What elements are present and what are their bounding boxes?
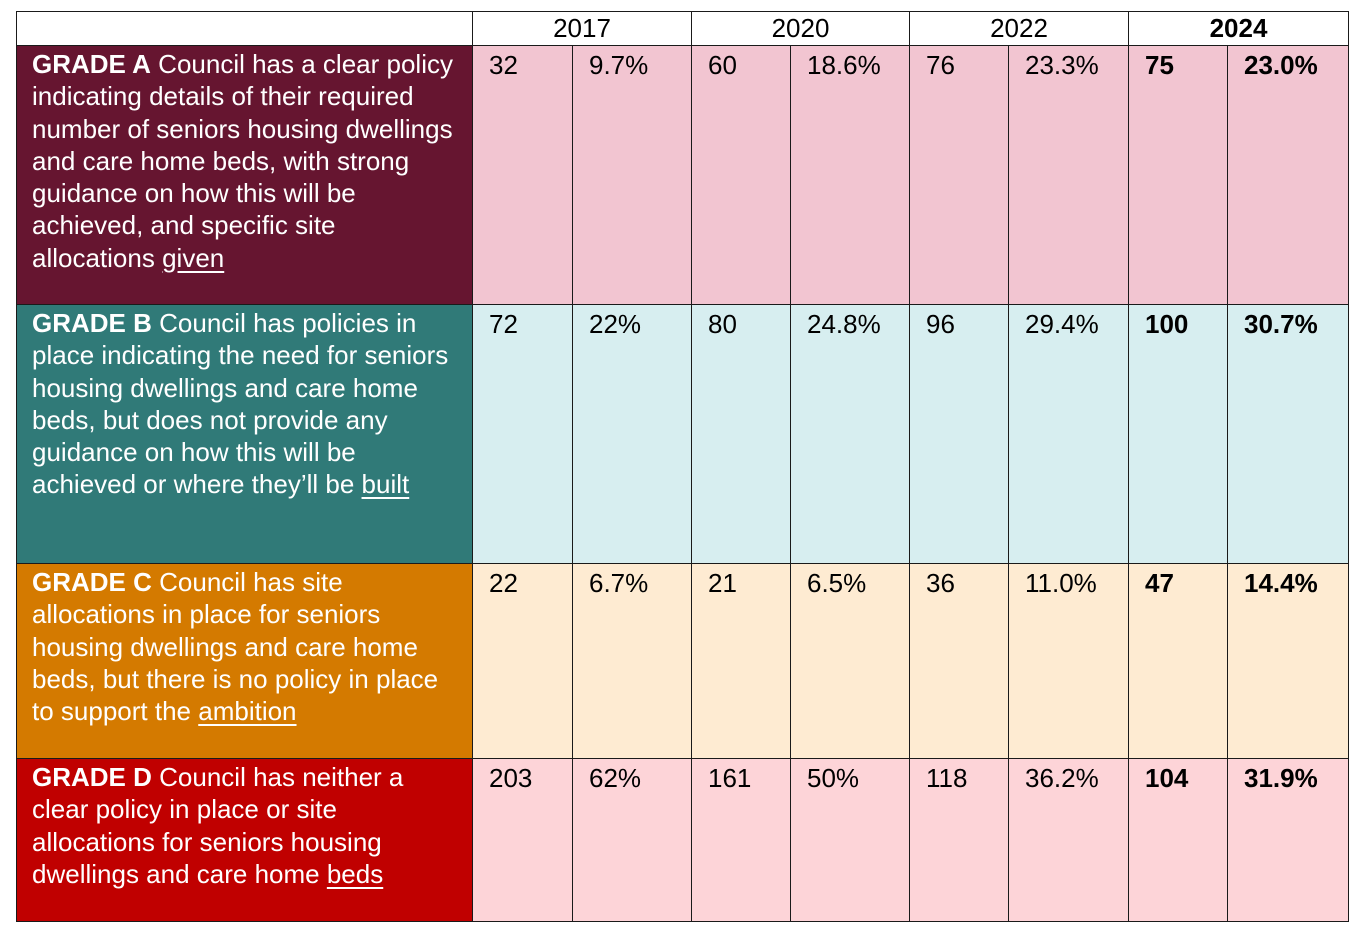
count-cell: 76 <box>909 45 1009 305</box>
year-header: 2024 <box>1128 11 1349 46</box>
count-cell: 32 <box>472 45 573 305</box>
count-cell: 203 <box>472 758 573 922</box>
percent-cell: 9.7% <box>572 45 692 305</box>
year-header: 2022 <box>909 11 1129 46</box>
count-cell: 104 <box>1128 758 1228 922</box>
grade-description-end: given <box>162 242 225 273</box>
grade-title: GRADE C <box>32 567 152 597</box>
percent-cell: 22% <box>572 304 692 564</box>
count-cell: 100 <box>1128 304 1228 564</box>
grade-description-cell: GRADE D Council has neither a clear poli… <box>16 758 473 922</box>
header-corner <box>16 11 473 46</box>
grade-description-cell: GRADE A Council has a clear policy indic… <box>16 45 473 305</box>
count-cell: 72 <box>472 304 573 564</box>
table-row: GRADE A Council has a clear policy indic… <box>16 45 1349 305</box>
count-cell: 161 <box>691 758 791 922</box>
grade-description: Council has neither a clear policy in pl… <box>32 762 404 889</box>
grade-title: GRADE A <box>32 49 151 79</box>
grade-description-cell: GRADE B Council has policies in place in… <box>16 304 473 564</box>
count-cell: 118 <box>909 758 1009 922</box>
grade-title: GRADE B <box>32 308 152 338</box>
percent-cell: 30.7% <box>1227 304 1349 564</box>
count-cell: 22 <box>472 563 573 759</box>
count-cell: 36 <box>909 563 1009 759</box>
percent-cell: 29.4% <box>1008 304 1129 564</box>
grades-table: 2017 2020 2022 2024 GRADE A Council has … <box>16 11 1349 922</box>
percent-cell: 23.0% <box>1227 45 1349 305</box>
grade-description: Council has site allocations in place fo… <box>32 567 439 727</box>
count-cell: 75 <box>1128 45 1228 305</box>
table-row: GRADE C Council has site allocations in … <box>16 563 1349 759</box>
grade-description-end: ambition <box>198 696 297 727</box>
percent-cell: 62% <box>572 758 692 922</box>
table-row: GRADE B Council has policies in place in… <box>16 304 1349 564</box>
grade-description: Council has a clear policy indicating de… <box>32 49 453 273</box>
percent-cell: 23.3% <box>1008 45 1129 305</box>
year-header: 2017 <box>472 11 692 46</box>
table-row: GRADE D Council has neither a clear poli… <box>16 758 1349 922</box>
percent-cell: 31.9% <box>1227 758 1349 922</box>
percent-cell: 36.2% <box>1008 758 1129 922</box>
percent-cell: 6.7% <box>572 563 692 759</box>
percent-cell: 14.4% <box>1227 563 1349 759</box>
count-cell: 21 <box>691 563 791 759</box>
count-cell: 47 <box>1128 563 1228 759</box>
grade-description-end: built <box>361 469 410 500</box>
count-cell: 60 <box>691 45 791 305</box>
grade-description-cell: GRADE C Council has site allocations in … <box>16 563 473 759</box>
grade-description: Council has policies in place indicating… <box>32 308 449 500</box>
year-header: 2020 <box>691 11 910 46</box>
percent-cell: 24.8% <box>790 304 910 564</box>
percent-cell: 50% <box>790 758 910 922</box>
percent-cell: 11.0% <box>1008 563 1129 759</box>
count-cell: 96 <box>909 304 1009 564</box>
grade-title: GRADE D <box>32 762 152 792</box>
percent-cell: 18.6% <box>790 45 910 305</box>
count-cell: 80 <box>691 304 791 564</box>
grade-description-end: beds <box>326 858 384 889</box>
header-row: 2017 2020 2022 2024 <box>16 11 1349 46</box>
percent-cell: 6.5% <box>790 563 910 759</box>
